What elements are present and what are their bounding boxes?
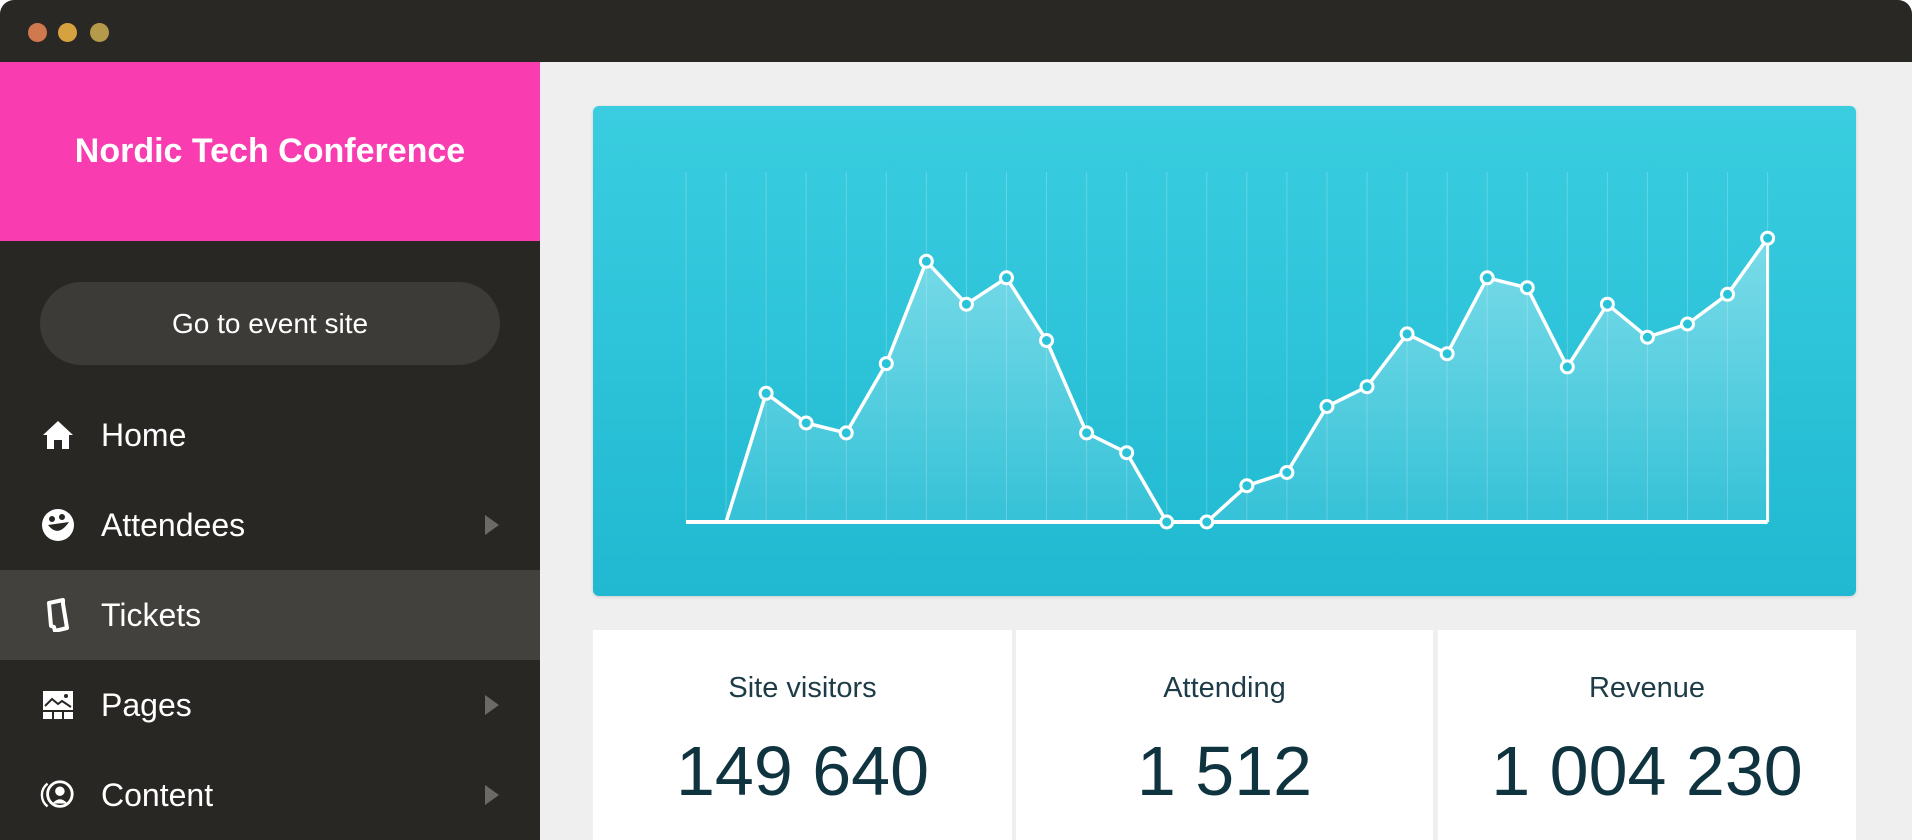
data-point bbox=[1680, 316, 1695, 332]
minimize-window-button[interactable] bbox=[58, 23, 77, 42]
chart-svg bbox=[685, 172, 1776, 530]
chevron-right-icon[interactable] bbox=[485, 695, 499, 715]
data-point bbox=[958, 296, 974, 312]
stat-value: 149 640 bbox=[675, 732, 930, 810]
data-point bbox=[1079, 425, 1095, 441]
data-point bbox=[1119, 445, 1135, 461]
data-point bbox=[1239, 478, 1255, 494]
window-titlebar bbox=[0, 0, 1912, 62]
data-point bbox=[1039, 333, 1055, 348]
sidebar-item-content[interactable]: Content bbox=[0, 750, 540, 840]
broadcast-user-icon bbox=[40, 777, 76, 813]
data-point bbox=[798, 415, 814, 431]
go-to-event-site-button[interactable]: Go to event site bbox=[40, 282, 500, 365]
chevron-right-icon[interactable] bbox=[485, 785, 499, 805]
data-point bbox=[1199, 514, 1215, 530]
maximize-window-button[interactable] bbox=[90, 23, 109, 42]
data-point bbox=[838, 425, 854, 441]
data-point bbox=[1159, 514, 1175, 530]
data-point bbox=[1599, 296, 1615, 312]
sidebar: Nordic Tech Conference Go to event site … bbox=[0, 62, 540, 840]
data-point bbox=[1639, 329, 1655, 345]
stat-label: Revenue bbox=[1588, 672, 1706, 704]
stat-label: Attending bbox=[1163, 672, 1286, 704]
data-point bbox=[1720, 286, 1736, 302]
sidebar-item-label: Attendees bbox=[101, 506, 246, 543]
data-point bbox=[1319, 399, 1335, 414]
data-point bbox=[1359, 379, 1375, 395]
data-point bbox=[1760, 230, 1776, 246]
smiley-icon bbox=[40, 507, 76, 543]
data-point bbox=[918, 253, 934, 269]
home-icon bbox=[40, 417, 76, 453]
visitors-chart bbox=[593, 106, 1856, 596]
sidebar-item-home[interactable]: Home bbox=[0, 390, 540, 480]
sidebar-item-pages[interactable]: Pages bbox=[0, 660, 540, 750]
sidebar-nav: Home Attendees Tickets Pages Content bbox=[0, 390, 540, 840]
ticket-icon bbox=[40, 597, 76, 633]
main-content: Site visitors 149 640 Attending 1 512 Re… bbox=[540, 62, 1912, 840]
chevron-right-icon[interactable] bbox=[485, 515, 499, 535]
sidebar-item-tickets[interactable]: Tickets bbox=[0, 570, 540, 660]
stat-value: 1 004 230 bbox=[1491, 732, 1803, 810]
data-point bbox=[758, 385, 774, 401]
data-point bbox=[1399, 326, 1415, 342]
stat-label: Site visitors bbox=[728, 672, 877, 704]
sidebar-item-label: Pages bbox=[101, 686, 192, 723]
stat-card-site-visitors: Site visitors 149 640 bbox=[593, 630, 1012, 840]
data-point bbox=[1519, 280, 1535, 296]
sidebar-item-label: Tickets bbox=[101, 596, 202, 633]
sidebar-item-attendees[interactable]: Attendees bbox=[0, 480, 540, 570]
data-point bbox=[998, 270, 1014, 286]
stat-value: 1 512 bbox=[1136, 732, 1313, 810]
data-point bbox=[1279, 465, 1295, 480]
sidebar-item-label: Home bbox=[101, 416, 187, 453]
area-fill bbox=[726, 238, 1768, 522]
stat-card-attending: Attending 1 512 bbox=[1016, 630, 1433, 840]
close-window-button[interactable] bbox=[28, 23, 47, 42]
data-point bbox=[1559, 359, 1575, 375]
data-point bbox=[878, 356, 894, 372]
sidebar-item-label: Content bbox=[101, 776, 214, 813]
data-point bbox=[1439, 346, 1455, 362]
data-point bbox=[1479, 270, 1495, 286]
event-title: Nordic Tech Conference bbox=[0, 62, 540, 241]
image-icon bbox=[40, 687, 76, 723]
stat-card-revenue: Revenue 1 004 230 bbox=[1438, 630, 1856, 840]
